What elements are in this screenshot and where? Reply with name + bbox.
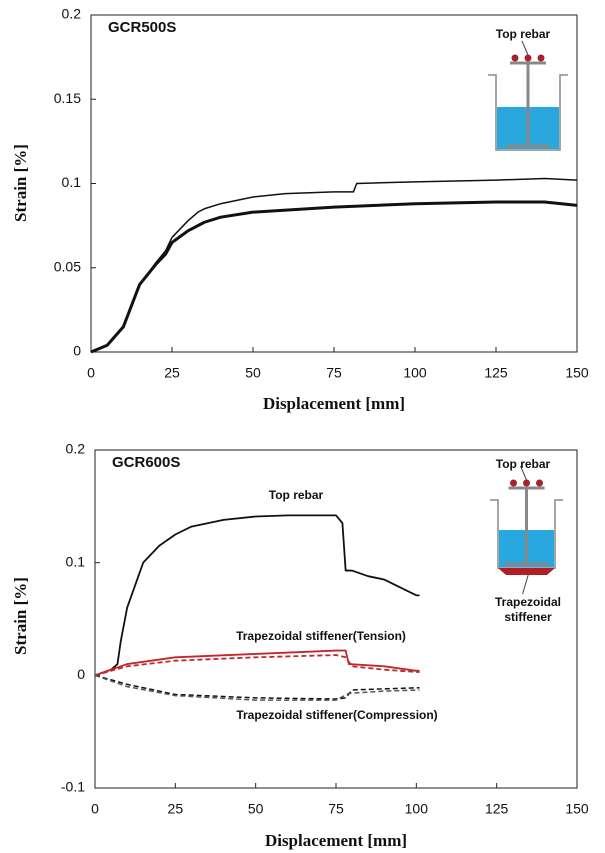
annotation: Top rebar xyxy=(269,488,324,502)
inset-label: Top rebar xyxy=(496,27,551,41)
x-tick-label: 150 xyxy=(565,801,589,817)
inset-pointer xyxy=(520,465,527,481)
y-tick-label: 0.2 xyxy=(66,441,86,457)
data-line xyxy=(94,654,420,677)
x-tick-label: 50 xyxy=(248,801,264,817)
y-tick-label: 0 xyxy=(73,343,81,359)
x-tick-label: 0 xyxy=(87,365,95,381)
inset-label: Trapezoidal xyxy=(495,595,561,609)
y-axis-label: Strain [%] xyxy=(11,577,30,655)
x-tick-label: 25 xyxy=(168,801,184,817)
inset-rebar xyxy=(523,479,530,487)
x-tick-label: 75 xyxy=(328,801,344,817)
x-tick-label: 50 xyxy=(245,365,261,381)
data-line xyxy=(94,649,420,677)
y-tick-label: 0.1 xyxy=(62,174,82,190)
inset-tank xyxy=(488,74,568,151)
x-tick-label: 125 xyxy=(484,365,508,381)
y-tick-label: 0.05 xyxy=(54,258,81,274)
inset-pointer xyxy=(522,573,529,595)
x-tick-label: 150 xyxy=(565,365,589,381)
data-line xyxy=(94,674,420,700)
y-tick-label: 0 xyxy=(77,666,85,682)
inset-rebar xyxy=(536,479,543,487)
inset-label: Top rebar xyxy=(496,457,551,471)
x-tick-label: 100 xyxy=(405,801,429,817)
x-tick-label: 100 xyxy=(403,365,427,381)
y-axis-label: Strain [%] xyxy=(11,144,30,222)
chart-title: GCR500S xyxy=(108,19,176,36)
data-line xyxy=(90,200,578,354)
x-tick-label: 75 xyxy=(326,365,342,381)
annotation: Trapezoidal stiffener(Tension) xyxy=(236,629,406,643)
inset-pointer xyxy=(521,40,529,56)
inset-stiffener xyxy=(498,568,555,575)
data-line xyxy=(90,177,578,353)
x-axis-label: Displacement [mm] xyxy=(265,831,407,850)
plot-frame xyxy=(90,14,578,353)
x-tick-label: 25 xyxy=(164,365,180,381)
inset-rebar xyxy=(510,479,517,487)
x-axis-label: Displacement [mm] xyxy=(263,394,405,413)
data-line xyxy=(94,674,420,701)
y-tick-label: 0.2 xyxy=(62,6,82,22)
data-line xyxy=(94,514,420,677)
y-tick-label: 0.1 xyxy=(66,553,86,569)
x-tick-label: 0 xyxy=(91,801,99,817)
inset-rebar xyxy=(511,54,519,62)
y-tick-label: 0.15 xyxy=(54,90,81,106)
inset-rebar xyxy=(524,54,532,62)
inset-rebar xyxy=(537,54,545,62)
inset-label: stiffener xyxy=(504,610,552,624)
chart-title: GCR600S xyxy=(112,454,180,471)
x-tick-label: 125 xyxy=(485,801,509,817)
y-tick-label: -0.1 xyxy=(61,779,85,795)
annotation: Trapezoidal stiffener(Compression) xyxy=(236,708,437,722)
